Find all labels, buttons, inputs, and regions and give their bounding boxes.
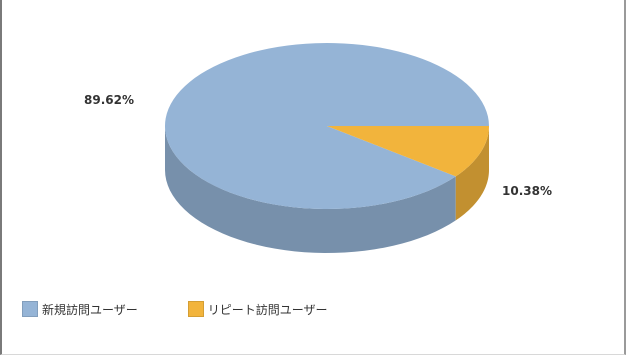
legend: 新規訪問ユーザー リピート訪問ユーザー: [22, 297, 378, 321]
pie-side-new-visitor: [165, 126, 456, 253]
pie-chart-area: 89.62% 10.38%: [2, 0, 626, 290]
pie-slice-new-visitor[interactable]: [165, 42, 490, 209]
pie-tops: [165, 42, 490, 209]
legend-label-repeat-visitor: リピート訪問ユーザー: [207, 302, 328, 317]
legend-swatch-repeat-visitor: [187, 301, 204, 317]
pie-slice-repeat-visitor[interactable]: [327, 126, 489, 177]
pie-chart: 89.62% 10.38%: [84, 42, 552, 253]
pie-side-repeat-visitor: [455, 126, 489, 221]
pie-sides: [165, 126, 489, 253]
legend-item-new-visitor[interactable]: 新規訪問ユーザー: [22, 301, 138, 318]
legend-item-repeat-visitor[interactable]: リピート訪問ユーザー: [187, 301, 328, 318]
legend-swatch-new-visitor: [22, 301, 38, 317]
legend-label-new-visitor: 新規訪問ユーザー: [42, 302, 138, 317]
pie-labels: 89.62% 10.38%: [84, 93, 552, 198]
data-label-repeat-visitor: 10.38%: [502, 184, 552, 198]
data-label-new-visitor: 89.62%: [84, 93, 134, 107]
